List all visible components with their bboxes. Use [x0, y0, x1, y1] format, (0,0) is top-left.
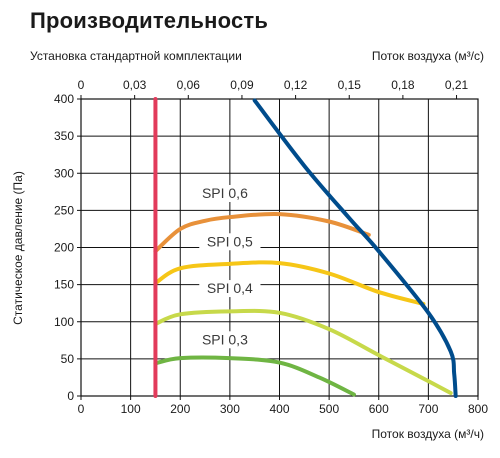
y-tick-label: 250 — [54, 203, 74, 217]
x2-tick-label: 0,21 — [445, 78, 469, 92]
y-tick-label: 400 — [54, 92, 74, 106]
series-label-bg — [194, 185, 256, 203]
series-label-bg — [199, 280, 261, 298]
x-tick-label: 400 — [269, 402, 289, 416]
y-tick-label: 350 — [54, 129, 74, 143]
x2-tick-label: 0,09 — [230, 78, 254, 92]
x-tick-label: 200 — [170, 402, 190, 416]
chart-series-labels: SPI 0,6 SPI 0,5 SPI 0,4 SPI 0,3 — [194, 185, 261, 349]
series-label: SPI 0,5 — [207, 233, 253, 249]
series-label-bg — [194, 331, 256, 349]
y-tick-label: 0 — [67, 389, 74, 403]
series-label: SPI 0,6 — [202, 185, 248, 201]
x-tick-label: 500 — [319, 402, 339, 416]
y-tick-label: 100 — [54, 315, 74, 329]
x-tick-label: 300 — [220, 402, 240, 416]
chart-curves — [153, 97, 458, 398]
x-tick-label: 700 — [418, 402, 438, 416]
x-tick-label: 600 — [369, 402, 389, 416]
chart-grid — [80, 98, 479, 397]
x2-tick-label: 0,15 — [338, 78, 362, 92]
series-label: SPI 0,3 — [202, 331, 248, 347]
y-tick-label: 200 — [54, 241, 74, 255]
series-label-bg — [199, 233, 261, 251]
x-tick-label: 0 — [78, 402, 85, 416]
y-tick-label: 150 — [54, 278, 74, 292]
x2-tick-label: 0,06 — [177, 78, 201, 92]
series-label: SPI 0,4 — [207, 280, 253, 296]
x-tick-label: 100 — [121, 402, 141, 416]
x2-tick-label: 0 — [78, 78, 85, 92]
x-tick-label: 800 — [468, 402, 488, 416]
series-line-spi-0-4 — [153, 308, 453, 396]
y-tick-label: 50 — [61, 352, 75, 366]
series-line-4 — [252, 98, 458, 398]
x2-axis-label: Поток воздуха (м³/с) — [371, 49, 484, 63]
x2-tick-label: 0,18 — [391, 78, 415, 92]
y-tick-label: 300 — [54, 166, 74, 180]
chart-ticks: 0 0,03 0,06 0,09 0,12 0,15 0,18 0,21 0 100 200 300 4… — [54, 78, 488, 416]
chart-subtitle: Установка стандартной комплектации — [30, 49, 242, 63]
series-line-spi-0-5 — [153, 260, 426, 306]
x-axis-label: Поток воздуха (м³/ч) — [371, 427, 484, 441]
x2-tick-label: 0,03 — [123, 78, 147, 92]
x2-tick-label: 0,12 — [284, 78, 308, 92]
series-line-spi-0-3 — [153, 355, 356, 397]
series-line-spi-0-6 — [153, 211, 371, 254]
page-title: Производительность — [30, 8, 269, 33]
